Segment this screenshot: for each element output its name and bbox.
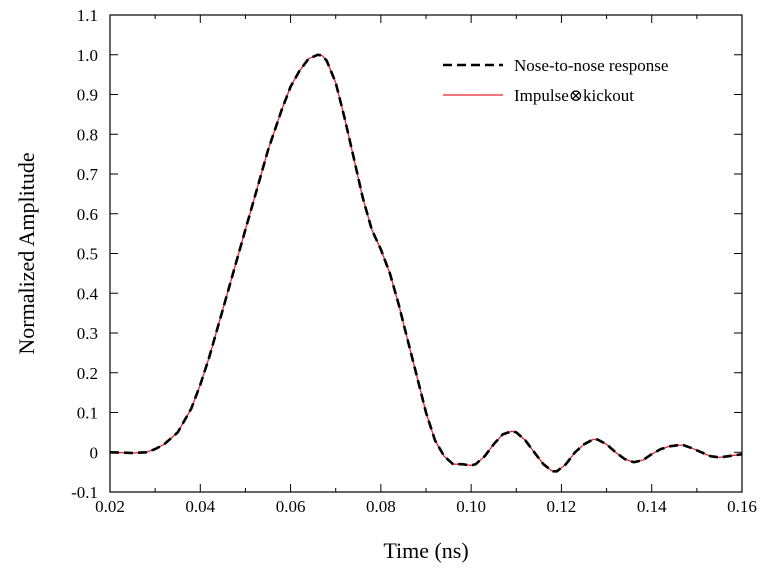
y-tick-label: 0.2 bbox=[77, 364, 98, 383]
x-axis-title: Time (ns) bbox=[383, 538, 468, 563]
legend-label: Nose-to-nose response bbox=[514, 56, 668, 75]
series-line-1 bbox=[109, 53, 743, 473]
y-tick-label: 0.5 bbox=[77, 245, 98, 264]
y-tick-label: 0.4 bbox=[77, 284, 99, 303]
y-axis-title: Normalized Amplitude bbox=[14, 152, 39, 354]
legend-label: Impulse⊗kickout bbox=[514, 86, 634, 105]
x-tick-label: 0.02 bbox=[95, 497, 125, 516]
x-tick-label: 0.08 bbox=[366, 497, 396, 516]
x-axis: 0.02 0.04 0.06 0.08 0.10 0.12 0.14 0.16 bbox=[95, 15, 757, 516]
y-tick-label: 0.7 bbox=[77, 165, 99, 184]
legend: Nose-to-nose response Impulse⊗kickout bbox=[443, 56, 668, 105]
y-tick-label: 0.8 bbox=[77, 125, 98, 144]
x-tick-label: 0.14 bbox=[637, 497, 667, 516]
x-tick-label: 0.12 bbox=[547, 497, 577, 516]
plot-frame bbox=[109, 14, 743, 493]
y-tick-label: 1.0 bbox=[77, 46, 98, 65]
series-layer bbox=[109, 53, 743, 473]
y-tick-label: 0.1 bbox=[77, 404, 98, 423]
y-tick-label: -0.1 bbox=[71, 483, 98, 502]
y-axis: -0.1 0 0.1 0.2 0.3 0.4 0.5 0.6 0.7 0.8 0.9 1.0 1.1 bbox=[71, 6, 742, 502]
y-tick-label: 0.3 bbox=[77, 324, 98, 343]
y-tick-label: 0 bbox=[90, 443, 99, 462]
x-tick-label: 0.10 bbox=[456, 497, 486, 516]
plot-area bbox=[109, 14, 743, 493]
y-tick-label: 1.1 bbox=[77, 6, 98, 25]
x-tick-label: 0.16 bbox=[727, 497, 757, 516]
x-tick-label: 0.04 bbox=[185, 497, 215, 516]
x-tick-label: 0.06 bbox=[276, 497, 306, 516]
y-tick-label: 0.9 bbox=[77, 86, 98, 105]
y-tick-label: 0.6 bbox=[77, 205, 98, 224]
